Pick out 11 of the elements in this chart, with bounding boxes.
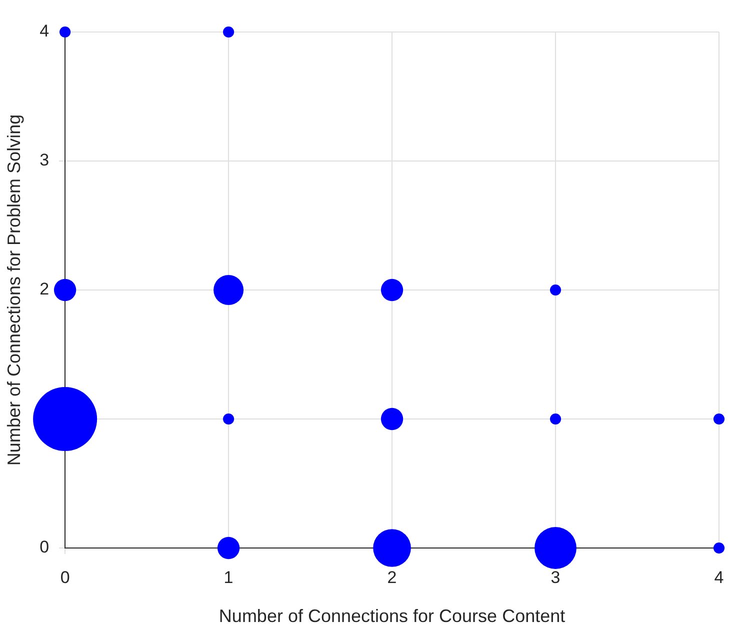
x-tick-label: 0 bbox=[60, 568, 70, 587]
y-tick-label: 3 bbox=[40, 150, 50, 170]
y-tick-label: 2 bbox=[40, 280, 50, 299]
x-tick-label: 4 bbox=[714, 568, 724, 587]
y-tick-label: 0 bbox=[40, 538, 50, 557]
x-tick-label: 1 bbox=[224, 568, 234, 587]
x-tick-label: 3 bbox=[550, 568, 560, 587]
x-axis-title: Number of Connections for Course Content bbox=[218, 606, 566, 626]
y-tick-label: 4 bbox=[40, 22, 50, 41]
x-tick-label: 2 bbox=[387, 568, 397, 587]
y-axis-title: Number of Connections for Problem Solving bbox=[4, 114, 24, 466]
